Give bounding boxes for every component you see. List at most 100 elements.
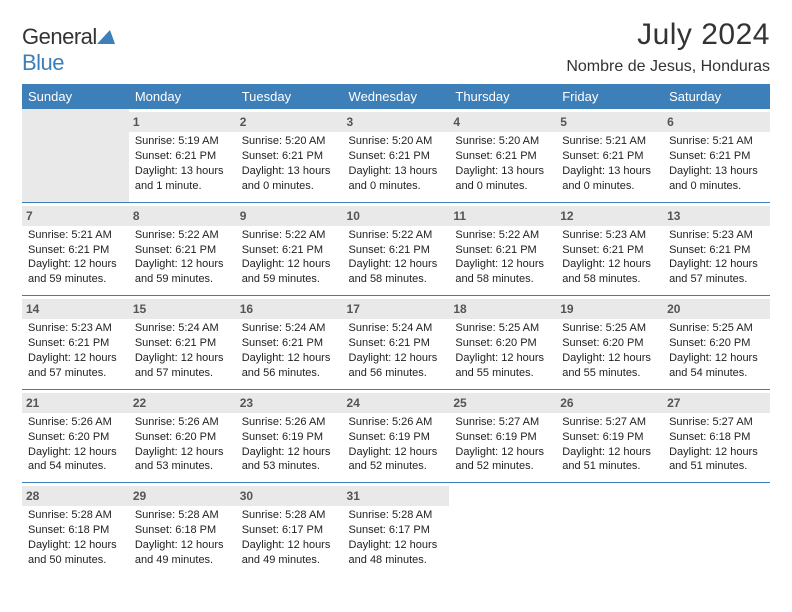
day-number: 22 — [129, 393, 236, 413]
day-number: 17 — [343, 299, 450, 319]
day-number: 29 — [129, 486, 236, 506]
sunrise-text: Sunrise: 5:25 AM — [455, 321, 550, 336]
daylight1-text: Daylight: 12 hours — [669, 445, 764, 460]
sunrise-text: Sunrise: 5:22 AM — [242, 228, 337, 243]
daylight1-text: Daylight: 12 hours — [242, 351, 337, 366]
brand-text: General Blue — [22, 24, 115, 76]
calendar-day-cell: 27Sunrise: 5:27 AMSunset: 6:18 PMDayligh… — [663, 389, 770, 483]
sunset-text: Sunset: 6:19 PM — [562, 430, 657, 445]
sunset-text: Sunset: 6:21 PM — [455, 149, 550, 164]
daylight1-text: Daylight: 13 hours — [135, 164, 230, 179]
brand-part2: Blue — [22, 50, 64, 75]
daylight2-text: and 0 minutes. — [349, 179, 444, 194]
sunset-text: Sunset: 6:20 PM — [669, 336, 764, 351]
daylight1-text: Daylight: 12 hours — [455, 445, 550, 460]
calendar-day-cell: 17Sunrise: 5:24 AMSunset: 6:21 PMDayligh… — [343, 296, 450, 390]
daylight1-text: Daylight: 13 hours — [349, 164, 444, 179]
daylight1-text: Daylight: 12 hours — [562, 257, 657, 272]
calendar-day-cell: 22Sunrise: 5:26 AMSunset: 6:20 PMDayligh… — [129, 389, 236, 483]
calendar-week-row: 14Sunrise: 5:23 AMSunset: 6:21 PMDayligh… — [22, 296, 770, 390]
calendar-day-cell: 31Sunrise: 5:28 AMSunset: 6:17 PMDayligh… — [343, 483, 450, 576]
sunrise-text: Sunrise: 5:26 AM — [135, 415, 230, 430]
sunset-text: Sunset: 6:20 PM — [455, 336, 550, 351]
sunset-text: Sunset: 6:21 PM — [135, 243, 230, 258]
location-text: Nombre de Jesus, Honduras — [566, 58, 770, 76]
sunrise-text: Sunrise: 5:28 AM — [28, 508, 123, 523]
day-number: 5 — [556, 112, 663, 132]
sunrise-text: Sunrise: 5:28 AM — [135, 508, 230, 523]
sunrise-text: Sunrise: 5:22 AM — [135, 228, 230, 243]
weekday-header: Friday — [556, 84, 663, 109]
sunset-text: Sunset: 6:21 PM — [242, 243, 337, 258]
calendar-day-cell — [556, 483, 663, 576]
sunset-text: Sunset: 6:18 PM — [669, 430, 764, 445]
sunset-text: Sunset: 6:18 PM — [28, 523, 123, 538]
calendar-table: Sunday Monday Tuesday Wednesday Thursday… — [22, 84, 770, 576]
sunrise-text: Sunrise: 5:25 AM — [669, 321, 764, 336]
sunset-text: Sunset: 6:18 PM — [135, 523, 230, 538]
title-block: July 2024 Nombre de Jesus, Honduras — [566, 18, 770, 76]
calendar-week-row: 7Sunrise: 5:21 AMSunset: 6:21 PMDaylight… — [22, 202, 770, 296]
sunset-text: Sunset: 6:19 PM — [349, 430, 444, 445]
daylight2-text: and 0 minutes. — [242, 179, 337, 194]
logo-triangle-icon — [97, 30, 115, 44]
sunset-text: Sunset: 6:21 PM — [242, 336, 337, 351]
daylight1-text: Daylight: 12 hours — [28, 538, 123, 553]
calendar-day-cell: 14Sunrise: 5:23 AMSunset: 6:21 PMDayligh… — [22, 296, 129, 390]
daylight1-text: Daylight: 12 hours — [135, 351, 230, 366]
daylight1-text: Daylight: 12 hours — [455, 257, 550, 272]
sunset-text: Sunset: 6:17 PM — [349, 523, 444, 538]
calendar-day-cell: 3Sunrise: 5:20 AMSunset: 6:21 PMDaylight… — [343, 109, 450, 202]
calendar-day-cell: 8Sunrise: 5:22 AMSunset: 6:21 PMDaylight… — [129, 202, 236, 296]
calendar-header-row: Sunday Monday Tuesday Wednesday Thursday… — [22, 84, 770, 109]
day-number: 19 — [556, 299, 663, 319]
weekday-header: Monday — [129, 84, 236, 109]
calendar-day-cell — [449, 483, 556, 576]
sunrise-text: Sunrise: 5:28 AM — [349, 508, 444, 523]
sunset-text: Sunset: 6:21 PM — [669, 149, 764, 164]
daylight1-text: Daylight: 12 hours — [135, 257, 230, 272]
day-number: 26 — [556, 393, 663, 413]
header: General Blue July 2024 Nombre de Jesus, … — [22, 18, 770, 76]
daylight2-text: and 50 minutes. — [28, 553, 123, 568]
daylight2-text: and 52 minutes. — [455, 459, 550, 474]
sunrise-text: Sunrise: 5:20 AM — [242, 134, 337, 149]
sunrise-text: Sunrise: 5:27 AM — [455, 415, 550, 430]
daylight1-text: Daylight: 12 hours — [455, 351, 550, 366]
calendar-day-cell — [663, 483, 770, 576]
daylight1-text: Daylight: 12 hours — [669, 257, 764, 272]
sunrise-text: Sunrise: 5:22 AM — [349, 228, 444, 243]
sunrise-text: Sunrise: 5:27 AM — [562, 415, 657, 430]
calendar-day-cell: 5Sunrise: 5:21 AMSunset: 6:21 PMDaylight… — [556, 109, 663, 202]
sunset-text: Sunset: 6:21 PM — [135, 336, 230, 351]
calendar-body: 1Sunrise: 5:19 AMSunset: 6:21 PMDaylight… — [22, 109, 770, 576]
daylight2-text: and 55 minutes. — [562, 366, 657, 381]
daylight2-text: and 57 minutes. — [28, 366, 123, 381]
sunrise-text: Sunrise: 5:23 AM — [28, 321, 123, 336]
sunrise-text: Sunrise: 5:21 AM — [562, 134, 657, 149]
calendar-week-row: 21Sunrise: 5:26 AMSunset: 6:20 PMDayligh… — [22, 389, 770, 483]
sunset-text: Sunset: 6:21 PM — [28, 336, 123, 351]
day-number: 30 — [236, 486, 343, 506]
day-number: 27 — [663, 393, 770, 413]
weekday-header: Sunday — [22, 84, 129, 109]
sunrise-text: Sunrise: 5:20 AM — [455, 134, 550, 149]
sunset-text: Sunset: 6:21 PM — [349, 149, 444, 164]
daylight1-text: Daylight: 12 hours — [135, 538, 230, 553]
sunrise-text: Sunrise: 5:19 AM — [135, 134, 230, 149]
daylight2-text: and 56 minutes. — [349, 366, 444, 381]
daylight2-text: and 58 minutes. — [562, 272, 657, 287]
sunset-text: Sunset: 6:21 PM — [242, 149, 337, 164]
daylight2-text: and 58 minutes. — [349, 272, 444, 287]
day-number: 28 — [22, 486, 129, 506]
day-number: 18 — [449, 299, 556, 319]
daylight2-text: and 55 minutes. — [455, 366, 550, 381]
calendar-day-cell: 26Sunrise: 5:27 AMSunset: 6:19 PMDayligh… — [556, 389, 663, 483]
sunrise-text: Sunrise: 5:28 AM — [242, 508, 337, 523]
sunrise-text: Sunrise: 5:24 AM — [349, 321, 444, 336]
sunrise-text: Sunrise: 5:24 AM — [135, 321, 230, 336]
sunrise-text: Sunrise: 5:24 AM — [242, 321, 337, 336]
daylight2-text: and 54 minutes. — [28, 459, 123, 474]
daylight2-text: and 54 minutes. — [669, 366, 764, 381]
calendar-day-cell: 23Sunrise: 5:26 AMSunset: 6:19 PMDayligh… — [236, 389, 343, 483]
